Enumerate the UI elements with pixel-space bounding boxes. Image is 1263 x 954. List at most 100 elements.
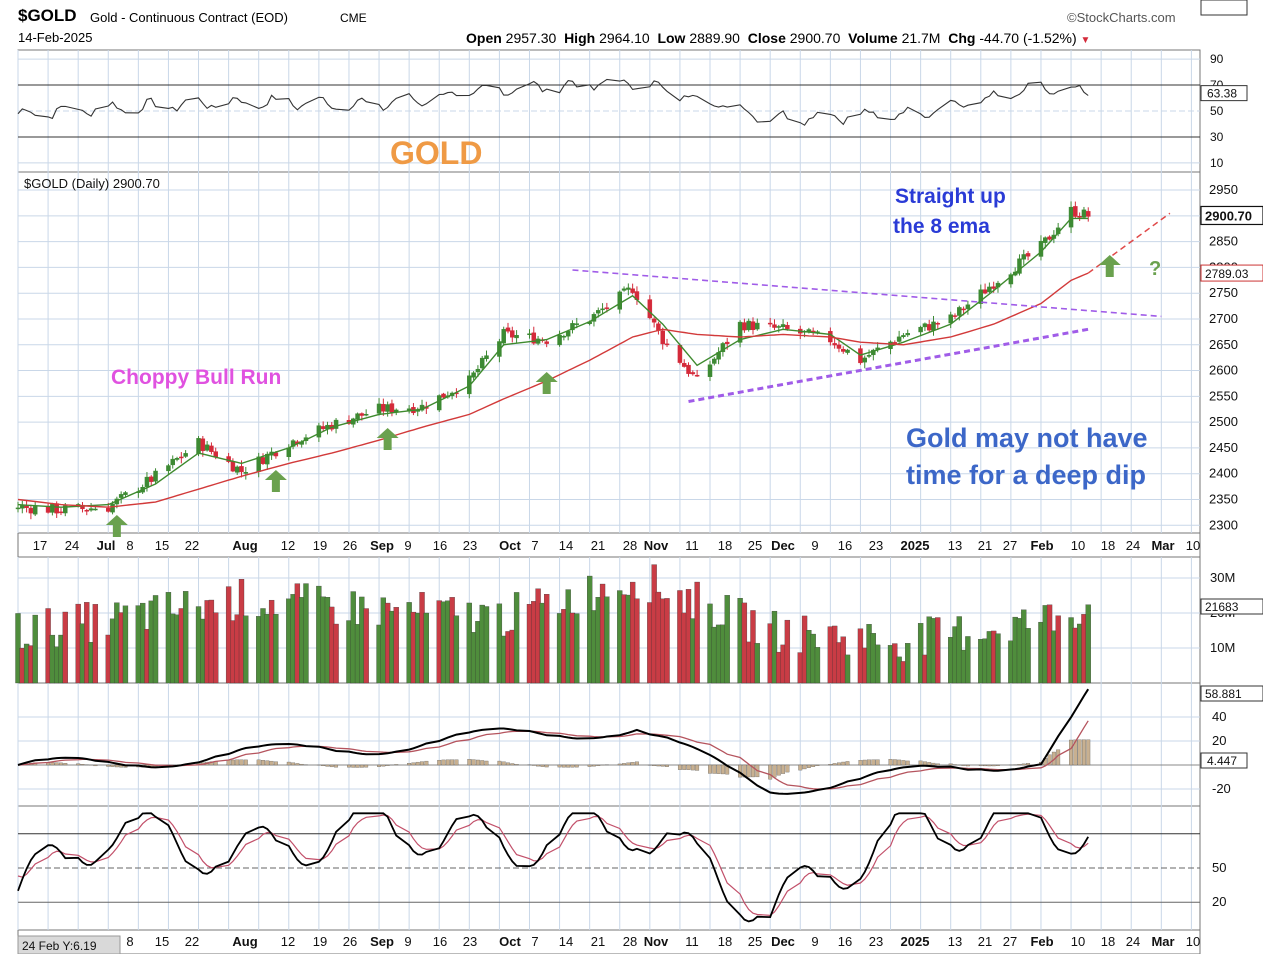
volume-value: 21.7M: [901, 30, 941, 46]
bottom-date-axis-tick-label: 10: [1071, 934, 1085, 949]
date-axis-tick-label: 23: [869, 538, 883, 553]
date-axis-tick-label: 14: [559, 538, 573, 553]
macd-histogram-bar: [806, 764, 811, 768]
candle-body: [978, 289, 984, 304]
macd-histogram-bar: [385, 764, 390, 766]
date-axis-tick-label: 15: [155, 538, 169, 553]
candle-body: [148, 476, 154, 482]
open-label: Open: [466, 30, 502, 46]
candle-body: [265, 453, 270, 465]
chg-value: -44.70 (-1.52%): [979, 30, 1077, 46]
date-axis-tick-label: 19: [313, 538, 327, 553]
macd-histogram-bar: [708, 764, 712, 774]
macd-histogram-bar: [497, 760, 502, 766]
open-value: 2957.30: [505, 30, 557, 46]
candle-body: [260, 457, 266, 464]
rsi-tick-label: 90: [1210, 52, 1224, 66]
macd-histogram-bar: [321, 764, 326, 767]
bottom-date-axis-tick-label: 7: [531, 934, 538, 949]
macd-histogram-bar: [510, 763, 515, 766]
candle-body: [630, 288, 635, 293]
macd-histogram-bar: [630, 762, 635, 766]
date-axis-tick-label: 24: [65, 538, 79, 553]
macd-histogram-bar: [471, 759, 476, 766]
date-axis-tick-label: Nov: [644, 538, 669, 553]
candle-body: [948, 314, 953, 324]
candle-body: [935, 323, 941, 325]
macd-histogram-bar: [364, 764, 369, 768]
macd-histogram-bar: [716, 764, 721, 774]
candle-body: [20, 505, 25, 509]
candle-body: [677, 345, 683, 363]
macd-histogram-bar: [922, 761, 927, 766]
macd-histogram-bar: [897, 759, 902, 766]
macd-histogram-bar: [626, 762, 631, 766]
bottom-date-axis-tick-label: 19: [313, 934, 327, 949]
macd-histogram-bar: [665, 764, 669, 767]
candle-body: [690, 372, 696, 375]
candle-body: [355, 413, 360, 420]
date-axis-tick-label: 18: [1101, 538, 1115, 553]
price-tick-label: 2400: [1209, 466, 1238, 481]
price-tick-label: 2650: [1209, 337, 1238, 352]
candle-body: [1008, 274, 1014, 285]
volume-bar: [423, 612, 429, 684]
date-axis-tick-label: Oct: [499, 538, 521, 553]
macd-histogram-bar: [226, 760, 231, 766]
cursor-label-box: [17, 935, 121, 954]
date-axis-tick-label: 23: [463, 538, 477, 553]
date-axis-tick-label: 17: [33, 538, 47, 553]
date-axis-tick-label: 16: [838, 538, 852, 553]
bottom-date-axis-tick-label: 2025: [901, 934, 930, 949]
macd-histogram-bar: [377, 764, 381, 767]
macd-histogram-bar: [983, 764, 988, 767]
macd-histogram-bar: [832, 763, 837, 766]
macd-histogram-bar: [299, 763, 304, 766]
macd-histogram-bar: [76, 763, 81, 766]
macd-histogram-bar: [815, 764, 820, 766]
chg-label: Chg: [948, 30, 976, 46]
macd-histogram-bar: [1017, 764, 1022, 766]
macd-histogram-bar: [781, 764, 786, 774]
sma-value-label: 2789.03: [1205, 267, 1249, 281]
macd-histogram-bar: [329, 764, 334, 768]
volume-bar: [483, 606, 490, 684]
volume-bar: [784, 619, 791, 684]
candle-body: [1021, 254, 1027, 260]
price-tick-label: 2300: [1209, 517, 1238, 532]
bottom-date-axis-tick-label: Feb: [1030, 934, 1053, 949]
symbol-label: $GOLD: [18, 6, 77, 25]
down-triangle-icon: ▼: [1080, 35, 1091, 46]
deep-dip-annotation-line2: time for a deep dip: [906, 460, 1146, 490]
candle-body: [286, 447, 292, 458]
price-tick-label: 2350: [1209, 491, 1238, 506]
macd-histogram-bar: [557, 764, 562, 768]
volume-bar: [935, 617, 941, 684]
volume-bar: [1085, 604, 1091, 684]
projection-line: [1087, 212, 1171, 274]
bottom-date-axis-tick-label: 21: [978, 934, 992, 949]
macd-histogram-bar: [506, 762, 510, 766]
candle-body: [505, 327, 511, 332]
macd-histogram-bar: [712, 764, 717, 774]
macd-histogram-bar: [114, 764, 119, 768]
low-value: 2889.90: [689, 30, 740, 46]
candle-body: [617, 291, 622, 310]
macd-histogram-bar: [286, 761, 291, 766]
candle-body: [742, 322, 747, 331]
date-axis-tick-label: 7: [531, 538, 538, 553]
macd-histogram-bar: [961, 764, 966, 766]
candle-body: [84, 510, 90, 512]
bottom-date-axis-tick-label: Dec: [771, 934, 795, 949]
rsi-tick-label: 50: [1210, 104, 1224, 118]
macd-tick-label: -20: [1212, 781, 1231, 796]
volume-bar: [634, 598, 640, 684]
macd-histogram-bar: [359, 764, 364, 768]
volume-value-label: 21683: [1205, 600, 1239, 614]
stochastic-d-line: [17, 813, 1089, 917]
close-value-label: 2900.70: [1205, 208, 1252, 223]
macd-histogram-bar: [394, 764, 399, 766]
volume-bar: [62, 611, 68, 684]
candle-body: [123, 492, 128, 495]
